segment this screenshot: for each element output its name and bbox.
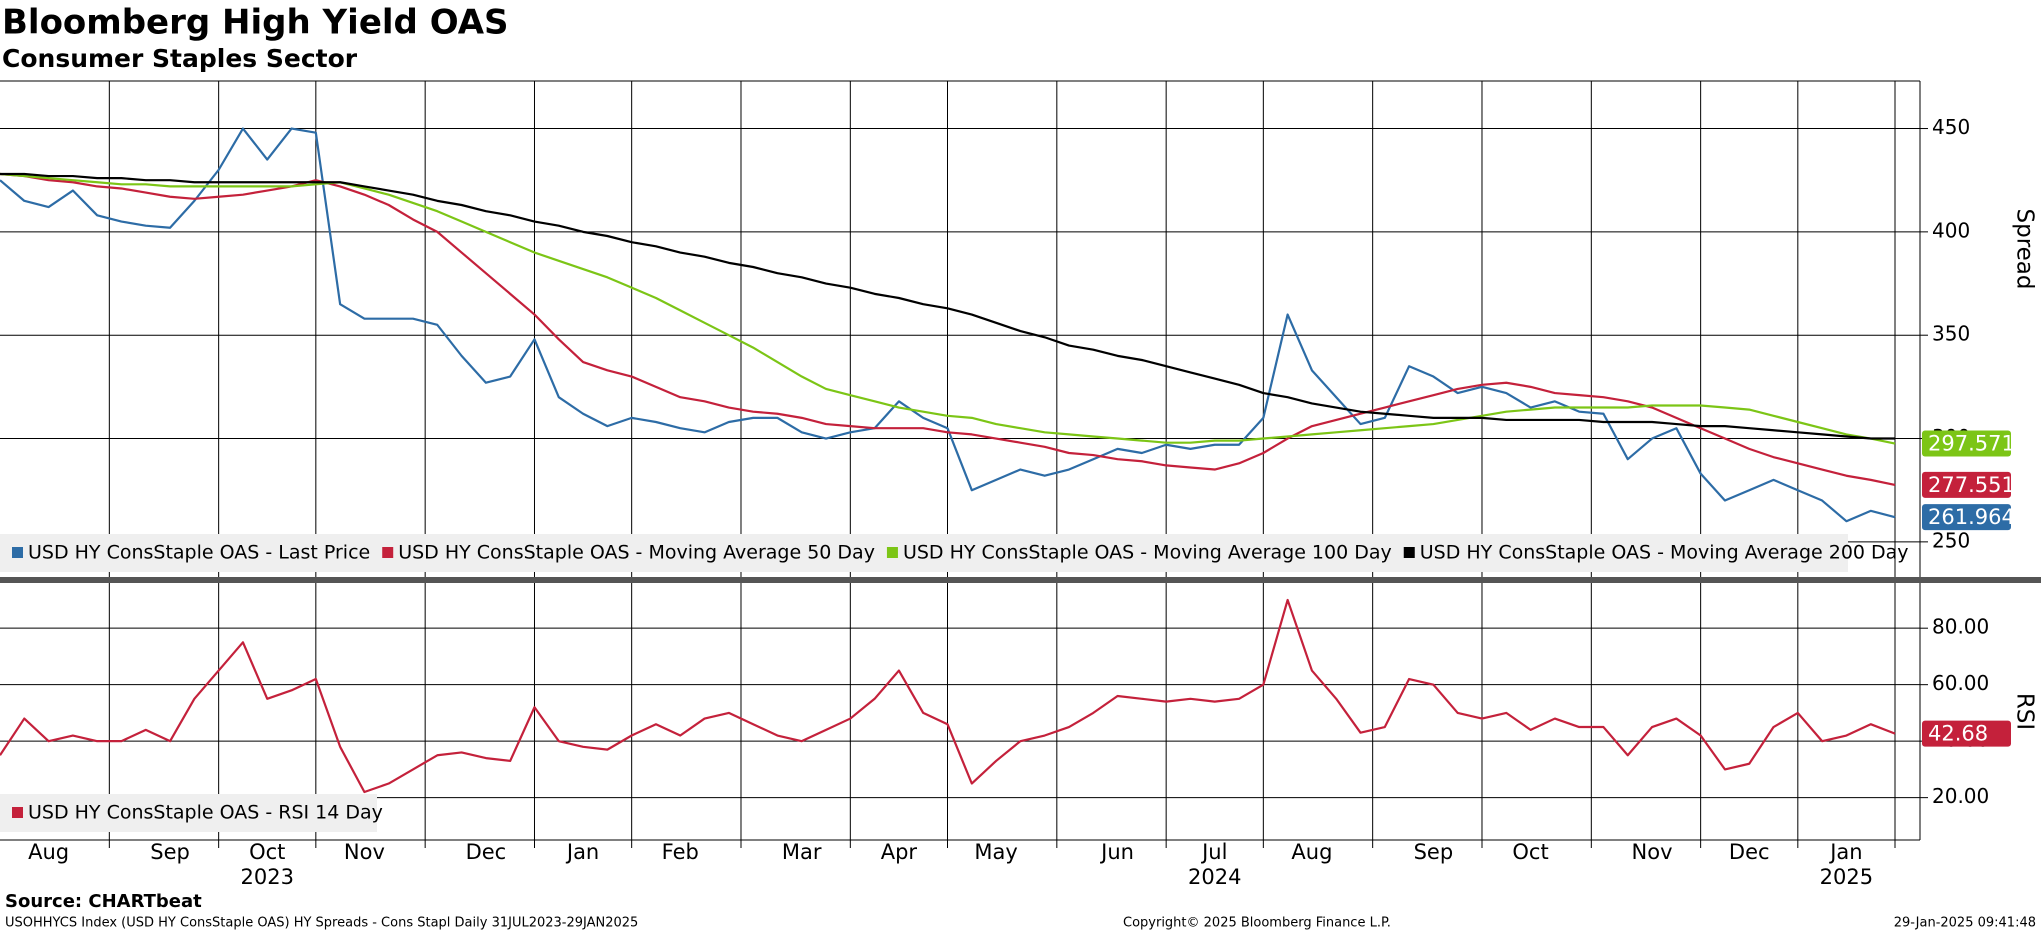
- x-tick-label: Jan: [1828, 840, 1862, 864]
- x-tick-label: Nov: [1632, 840, 1673, 864]
- legend-label: USD HY ConsStaple OAS - Last Price: [28, 542, 370, 564]
- series-line: [0, 127, 1896, 523]
- series-line: [0, 172, 1896, 487]
- legend-swatch: [886, 547, 898, 558]
- series-layer: [0, 127, 1896, 794]
- y-axis-title: Spread: [2012, 209, 2038, 290]
- x-tick-label: Oct: [249, 840, 285, 864]
- last-value-tag: [1922, 504, 2011, 531]
- x-tick-label: Jul: [1200, 840, 1227, 864]
- legend-swatch: [12, 807, 23, 818]
- x-tick-label: Dec: [1729, 840, 1770, 864]
- grid-layer: 250300350400450Spread20.0040.0060.0080.0…: [0, 80, 2041, 848]
- series-line: [0, 172, 1895, 440]
- source: Source: CHARTbeat: [5, 891, 202, 912]
- chart-subtitle: Consumer Staples Sector: [2, 44, 358, 73]
- x-year-label: 2023: [241, 865, 294, 889]
- series-line: [0, 172, 1896, 445]
- x-year-label: 2025: [1820, 865, 1873, 889]
- last-value-tag: [1922, 430, 2011, 457]
- y-tick-label: 400: [1932, 218, 1970, 242]
- x-tick-label: Jun: [1099, 840, 1134, 864]
- x-tick-label: Feb: [662, 840, 699, 864]
- y-tick-label: 20.00: [1932, 784, 1989, 808]
- timestamp: 29-Jan-2025 09:41:48: [1894, 916, 2036, 931]
- legend-label: USD HY ConsStaple OAS - Moving Average 1…: [903, 542, 1392, 564]
- legend-label: USD HY ConsStaple OAS - Moving Average 5…: [398, 542, 875, 564]
- x-tick-label: Oct: [1512, 840, 1548, 864]
- x-year-label: 2024: [1188, 865, 1241, 889]
- y-tick-label: 60.00: [1932, 671, 1989, 695]
- tag-layer: USD HY ConsStaple OAS - Last Price USD HY…: [0, 430, 2015, 832]
- copyright: Copyright© 2025 Bloomberg Finance L.P.: [1123, 916, 1391, 931]
- description: USOHHYCS Index (USD HY ConsStaple OAS) H…: [5, 916, 638, 931]
- last-value-label: 261.964: [1928, 505, 2015, 529]
- chart-title: Bloomberg High Yield OAS: [2, 3, 509, 43]
- x-tick-label: Aug: [28, 840, 69, 864]
- x-tick-label: Mar: [782, 840, 822, 864]
- legend-label: USD HY ConsStaple OAS - Moving Average 2…: [1420, 542, 1909, 564]
- legend-swatch: [1403, 547, 1415, 558]
- x-tick-label: Aug: [1291, 840, 1332, 864]
- legend-background: [0, 794, 377, 832]
- last-value-tag: [1922, 720, 2011, 747]
- y-axis-title: RSI: [2012, 693, 2038, 730]
- y-tick-label: 80.00: [1932, 615, 1989, 639]
- legend-swatch: [382, 547, 394, 558]
- last-value-label: 297.571: [1928, 432, 2015, 456]
- legend-background: [0, 534, 1848, 572]
- y-tick-label: 250: [1932, 528, 1970, 552]
- x-tick-label: Sep: [1414, 840, 1454, 864]
- panel-divider: [0, 577, 2041, 583]
- x-tick-label: Sep: [150, 840, 190, 864]
- x-tick-label: Jan: [565, 840, 599, 864]
- x-tick-label: May: [974, 840, 1017, 864]
- y-tick-label: 350: [1932, 322, 1970, 346]
- x-tick-label: Dec: [466, 840, 507, 864]
- x-tick-label: Nov: [344, 840, 385, 864]
- x-tick-label: Apr: [881, 840, 918, 864]
- last-value-label: 277.551: [1928, 473, 2015, 497]
- legend-swatch: [12, 547, 23, 558]
- last-value-label: 42.68: [1928, 722, 1988, 746]
- series-line: [0, 598, 1896, 794]
- y-tick-label: 450: [1932, 115, 1970, 139]
- last-value-tag: [1922, 471, 2011, 498]
- legend-label: USD HY ConsStaple OAS - RSI 14 Day: [28, 802, 383, 824]
